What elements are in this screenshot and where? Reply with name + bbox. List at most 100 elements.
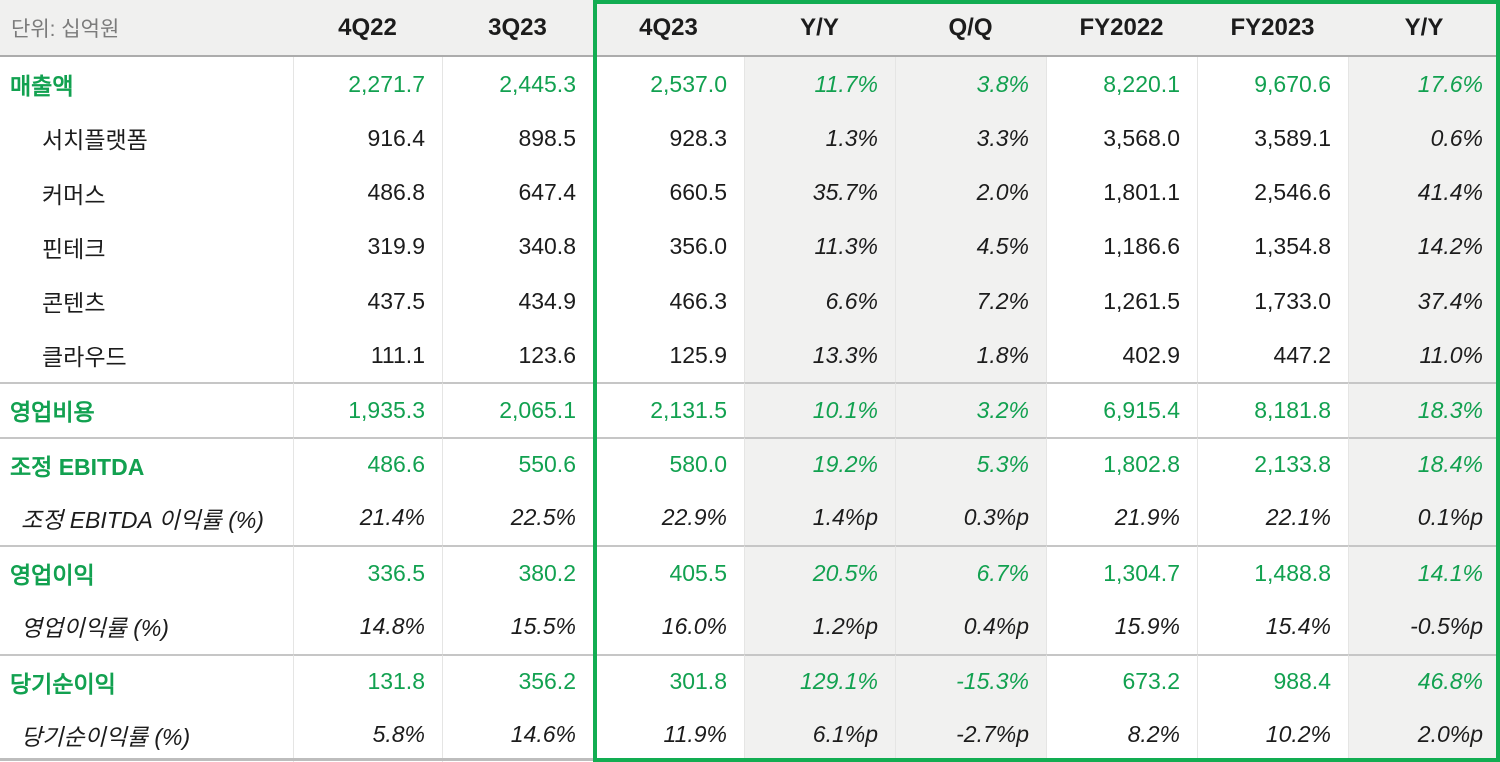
value-cell: 1.3% (744, 111, 895, 166)
value-cell: 673.2 (1046, 653, 1197, 708)
value-cell: 3,589.1 (1197, 111, 1348, 166)
value-cell: 336.5 (293, 545, 442, 600)
value-cell: 46.8% (1348, 653, 1500, 708)
value-cell: 1.8% (895, 328, 1046, 383)
value-cell: 6.7% (895, 545, 1046, 600)
value-cell: 35.7% (744, 165, 895, 220)
value-cell: 0.3%p (895, 490, 1046, 546)
value-cell: 10.1% (744, 382, 895, 437)
value-cell: 486.8 (293, 165, 442, 220)
value-cell: 6.6% (744, 273, 895, 329)
value-cell: 647.4 (442, 165, 593, 220)
value-cell: 11.3% (744, 219, 895, 274)
value-cell: 11.0% (1348, 328, 1500, 383)
value-cell: 8,220.1 (1046, 57, 1197, 112)
row-label: 영업이익 (0, 545, 293, 599)
row-label: 영업이익률 (%) (21, 615, 169, 642)
value-cell: 1.2%p (744, 599, 895, 654)
value-cell: 6.1%p (744, 707, 895, 762)
value-cell: 4.5% (895, 219, 1046, 274)
value-cell: 9,670.6 (1197, 57, 1348, 112)
value-cell: 11.7% (744, 57, 895, 112)
value-cell: 466.3 (593, 273, 744, 329)
value-cell: 1,261.5 (1046, 273, 1197, 329)
value-cell: 916.4 (293, 111, 442, 166)
row-label: 클라우드 (42, 344, 127, 371)
value-cell: 19.2% (744, 436, 895, 491)
row-label: 콘텐츠 (42, 290, 106, 317)
value-cell: 1,354.8 (1197, 219, 1348, 274)
value-cell: 15.4% (1197, 599, 1348, 654)
value-cell: 0.4%p (895, 599, 1046, 654)
value-cell: 10.2% (1197, 707, 1348, 762)
value-cell: 2,537.0 (593, 57, 744, 112)
row-label: 매출액 (10, 73, 74, 100)
value-cell: 15.5% (442, 599, 593, 654)
row-label: 핀테크 (42, 235, 106, 262)
value-cell: 2,065.1 (442, 382, 593, 437)
value-cell: 550.6 (442, 436, 593, 491)
value-cell: 1,186.6 (1046, 219, 1197, 274)
value-cell: 0.6% (1348, 111, 1500, 166)
value-cell: -0.5%p (1348, 599, 1500, 654)
value-cell: 14.6% (442, 707, 593, 762)
row-label: 조정 EBITDA (0, 436, 293, 491)
value-cell: 22.9% (593, 490, 744, 546)
value-cell: 319.9 (293, 219, 442, 274)
value-cell: 41.4% (1348, 165, 1500, 220)
value-cell: 2,271.7 (293, 57, 442, 112)
value-cell: 17.6% (1348, 57, 1500, 112)
value-cell: 16.0% (593, 599, 744, 654)
value-cell: 988.4 (1197, 653, 1348, 708)
row-label: 당기순이익 (0, 653, 293, 708)
value-cell: 1,488.8 (1197, 545, 1348, 600)
column-header: 4Q23 (593, 0, 744, 57)
value-cell: 14.2% (1348, 219, 1500, 274)
value-cell: 5.3% (895, 436, 1046, 491)
value-cell: 2,131.5 (593, 382, 744, 437)
row-label: 조정 EBITDA 이익률 (%) (21, 506, 264, 533)
value-cell: 405.5 (593, 545, 744, 600)
value-cell: 20.5% (744, 545, 895, 600)
row-label: 커머스 (42, 181, 106, 208)
row-label: 당기순이익률 (%) (21, 723, 191, 750)
value-cell: 2,133.8 (1197, 436, 1348, 491)
value-cell: 928.3 (593, 111, 744, 166)
value-cell: 0.1%p (1348, 490, 1500, 546)
value-cell: 1,935.3 (293, 382, 442, 437)
value-cell: 129.1% (744, 653, 895, 708)
value-cell: 37.4% (1348, 273, 1500, 329)
value-cell: 15.9% (1046, 599, 1197, 654)
column-header: FY2022 (1046, 0, 1197, 57)
value-cell: 1,802.8 (1046, 436, 1197, 491)
value-cell: 3.3% (895, 111, 1046, 166)
value-cell: 1.4%p (744, 490, 895, 546)
column-header: Y/Y (1348, 0, 1500, 57)
value-cell: 402.9 (1046, 328, 1197, 383)
value-cell: 131.8 (293, 653, 442, 708)
value-cell: 7.2% (895, 273, 1046, 329)
column-header: Y/Y (744, 0, 895, 57)
value-cell: 11.9% (593, 707, 744, 762)
unit-label: 단위: 십억원 (0, 0, 293, 57)
value-cell: 2,445.3 (442, 57, 593, 112)
value-cell: 2.0% (895, 165, 1046, 220)
value-cell: -15.3% (895, 653, 1046, 708)
value-cell: 580.0 (593, 436, 744, 491)
value-cell: 2,546.6 (1197, 165, 1348, 220)
column-header: Q/Q (895, 0, 1046, 57)
value-cell: 6,915.4 (1046, 382, 1197, 437)
value-cell: 3.2% (895, 382, 1046, 437)
value-cell: 18.3% (1348, 382, 1500, 437)
value-cell: 22.1% (1197, 490, 1348, 546)
value-cell: 447.2 (1197, 328, 1348, 383)
value-cell: 3.8% (895, 57, 1046, 112)
value-cell: 2.0%p (1348, 707, 1500, 762)
value-cell: 340.8 (442, 219, 593, 274)
value-cell: 3,568.0 (1046, 111, 1197, 166)
value-cell: -2.7%p (895, 707, 1046, 762)
value-cell: 5.8% (293, 707, 442, 762)
value-cell: 21.9% (1046, 490, 1197, 546)
value-cell: 356.0 (593, 219, 744, 274)
value-cell: 13.3% (744, 328, 895, 383)
